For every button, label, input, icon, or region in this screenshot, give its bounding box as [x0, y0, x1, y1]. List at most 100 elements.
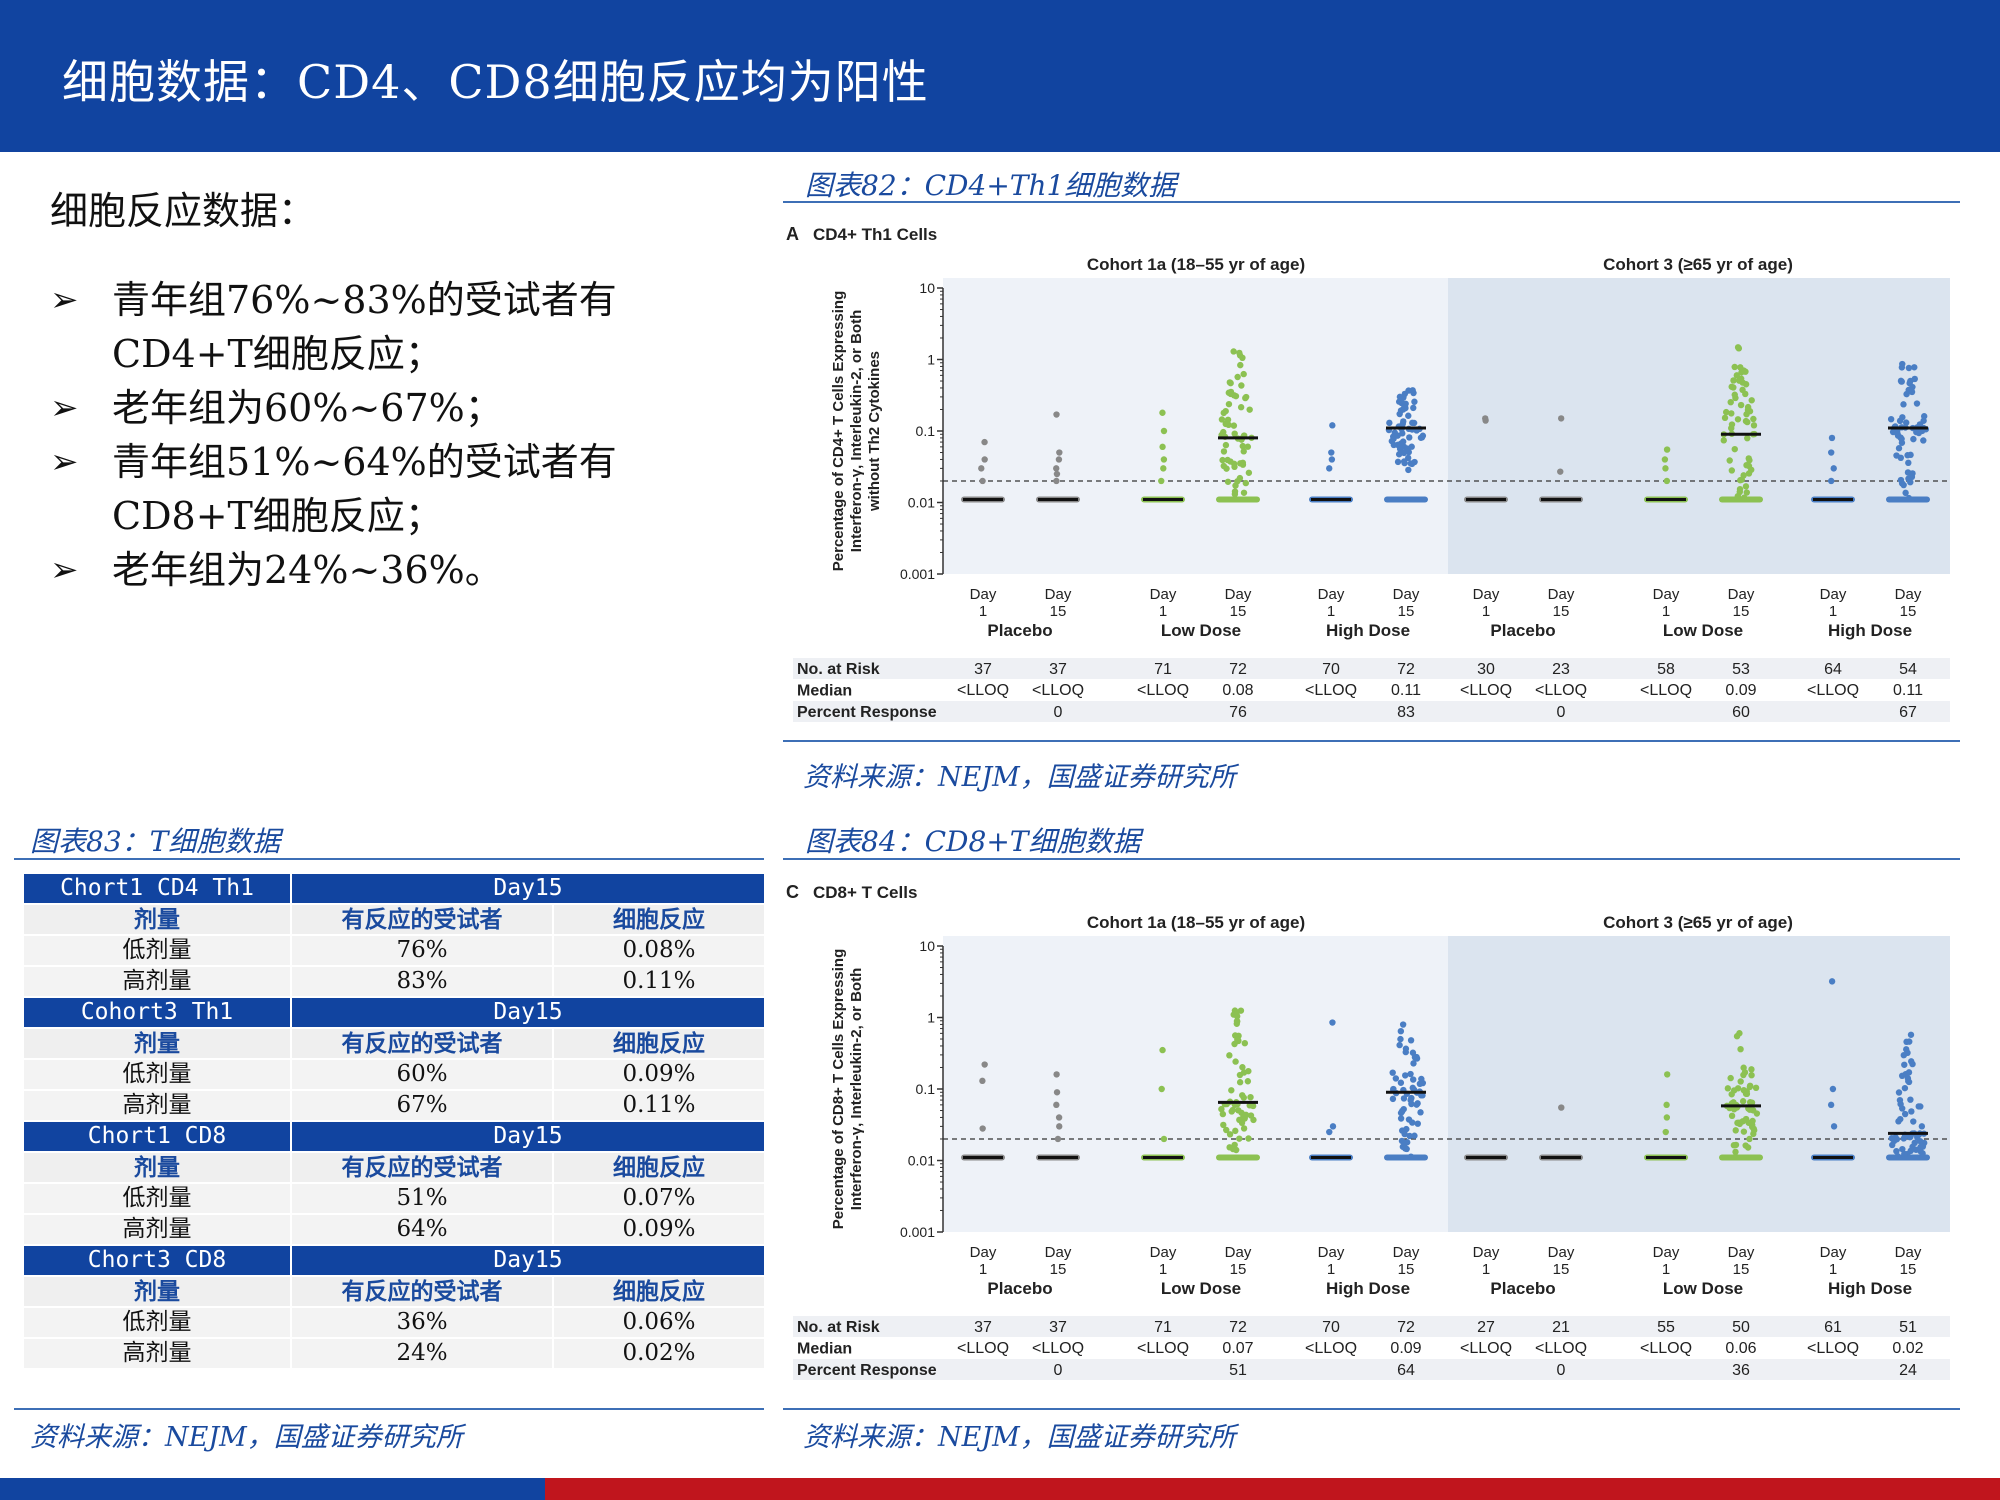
baseline-point-cluster	[1719, 1154, 1763, 1161]
data-point	[1737, 477, 1744, 484]
data-point	[1234, 1036, 1241, 1043]
data-point	[1408, 443, 1415, 450]
data-point	[1413, 1055, 1421, 1062]
y-tick-label: 10	[919, 280, 935, 296]
table-cell: 低剂量	[22, 1306, 292, 1339]
table-subheader: 剂量 有反应的受试者 细胞反应	[22, 1027, 766, 1060]
n-at-risk-value: 55	[1657, 1319, 1675, 1336]
panel-letter: A	[786, 224, 799, 244]
data-point	[1397, 1027, 1405, 1035]
data-point	[1419, 432, 1427, 439]
data-point	[1662, 1128, 1669, 1136]
data-point	[1329, 1019, 1336, 1026]
table-group-header: Chort1 CD8 Day15	[22, 1120, 766, 1153]
data-point	[1740, 1128, 1748, 1135]
n-at-risk-value: 72	[1397, 661, 1415, 678]
data-point	[1242, 479, 1250, 487]
data-point	[1326, 465, 1333, 472]
table-cell: 51%	[290, 1182, 554, 1215]
data-point	[1893, 1136, 1901, 1143]
data-point	[1748, 1066, 1755, 1073]
data-point	[1728, 1091, 1735, 1098]
table-row: 低剂量 51% 0.07%	[22, 1182, 766, 1215]
data-point	[1397, 1035, 1404, 1043]
data-point	[1218, 1105, 1225, 1113]
group-label: High Dose	[1326, 1279, 1410, 1298]
data-point	[1329, 422, 1336, 429]
data-point	[1239, 459, 1247, 466]
data-point	[1901, 1150, 1908, 1158]
bullet-item: ➢ 青年组76%~83%的受试者有CD4+T细胞反应；	[50, 273, 740, 381]
group-day: Day15	[290, 996, 766, 1029]
group-label: Placebo	[987, 1279, 1052, 1298]
data-point	[1159, 443, 1166, 451]
data-point	[1392, 1075, 1400, 1082]
data-point	[1406, 434, 1413, 441]
data-point	[1903, 390, 1910, 398]
median-value: <LLOQ	[1535, 1340, 1587, 1357]
chart-title: CD4+ Th1 Cells	[813, 225, 937, 244]
data-point	[1905, 1069, 1913, 1076]
data-point	[1160, 1135, 1168, 1143]
data-point	[1828, 449, 1835, 456]
data-point	[1228, 1087, 1235, 1094]
data-point	[1236, 1079, 1244, 1086]
data-point	[1913, 428, 1920, 436]
data-point	[1240, 448, 1247, 455]
data-point	[1663, 1114, 1671, 1121]
table-row: 低剂量 60% 0.09%	[22, 1058, 766, 1091]
data-point	[1407, 1153, 1415, 1160]
data-point	[1750, 422, 1758, 429]
data-point	[1407, 1037, 1415, 1044]
data-point	[1220, 448, 1228, 455]
data-point	[1226, 1131, 1234, 1138]
data-point	[1828, 978, 1836, 985]
data-point	[1053, 1071, 1060, 1078]
n-at-risk-value: 53	[1732, 661, 1750, 678]
data-point	[1053, 1101, 1060, 1109]
data-point	[1222, 407, 1229, 415]
data-point	[1735, 345, 1743, 352]
n-at-risk-value: 37	[974, 661, 992, 678]
data-point	[1414, 1120, 1421, 1127]
data-point	[1240, 1125, 1248, 1132]
group-name: Cohort3 Th1	[22, 996, 292, 1029]
data-point	[1746, 1135, 1753, 1143]
data-point	[1396, 410, 1403, 418]
percent-response-value: 0	[1054, 1362, 1063, 1379]
data-point	[1741, 1069, 1749, 1076]
data-point	[1727, 1074, 1734, 1082]
table-cell: 36%	[290, 1306, 554, 1339]
arrow-bullet-icon: ➢	[50, 550, 79, 590]
median-value: <LLOQ	[1032, 682, 1084, 699]
day-label: Day	[1820, 586, 1847, 603]
data-point	[1898, 378, 1905, 385]
data-point	[979, 1077, 986, 1085]
data-point	[1742, 1142, 1749, 1149]
data-point	[1734, 416, 1742, 423]
data-point	[1728, 467, 1736, 474]
data-point	[1235, 1107, 1242, 1114]
data-point	[1742, 417, 1750, 425]
data-point	[1746, 457, 1753, 464]
data-point	[1742, 483, 1750, 490]
data-point	[1916, 1137, 1924, 1145]
group-label: High Dose	[1828, 621, 1912, 640]
data-point	[1907, 478, 1914, 486]
n-at-risk-value: 58	[1657, 661, 1675, 678]
data-point	[1730, 377, 1737, 384]
col-cell-response: 细胞反应	[552, 903, 766, 936]
data-point	[1227, 379, 1234, 387]
group-name: Chort1 CD4 Th1	[22, 872, 292, 905]
data-point	[979, 477, 986, 485]
day-label: 1	[1327, 1261, 1335, 1278]
n-at-risk-value: 72	[1229, 661, 1247, 678]
baseline-point-cluster	[1384, 1154, 1428, 1161]
data-point	[1730, 1142, 1738, 1149]
day-label: 15	[1733, 603, 1750, 620]
data-point	[1911, 364, 1918, 371]
data-point	[1482, 417, 1489, 424]
data-point	[1160, 456, 1168, 463]
data-point	[1053, 1089, 1061, 1096]
data-point	[1749, 1121, 1756, 1129]
